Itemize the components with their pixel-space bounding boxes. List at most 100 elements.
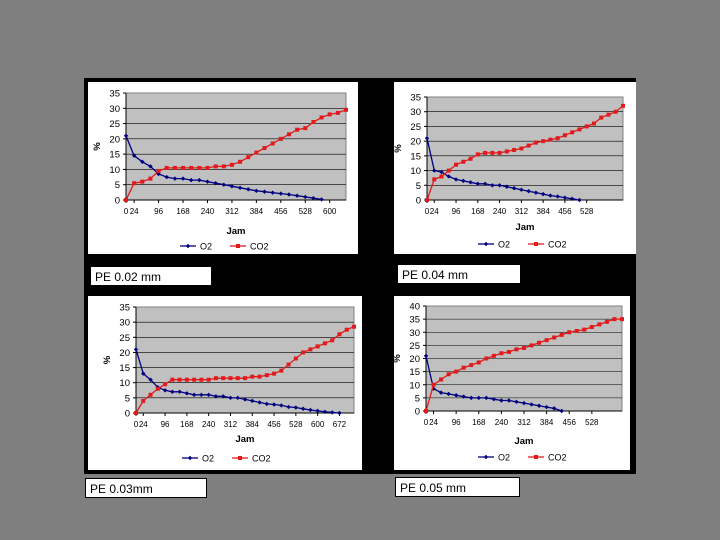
chart-1-legend-co2-label: CO2 xyxy=(250,242,269,252)
chart-3-o2-point xyxy=(228,395,233,401)
chart-1-x-tick-label: 312 xyxy=(225,207,239,216)
chart-4-y-tick-label: 15 xyxy=(409,367,420,378)
chart-1-co2-point xyxy=(262,146,267,151)
chart-3-y-tick-label: 15 xyxy=(119,363,130,374)
chart-1-x-tick-label: 96 xyxy=(154,207,163,216)
chart-2-co2-point xyxy=(591,121,596,126)
chart-1-y-tick-label: 5 xyxy=(115,180,120,191)
chart-1-o2-point xyxy=(172,176,178,181)
chart-1-x-tick-label: 168 xyxy=(176,207,190,216)
chart-4-legend-o2-label: O2 xyxy=(498,453,510,463)
chart-3-co2-point xyxy=(337,332,342,337)
chart-4-co2-point xyxy=(484,356,489,361)
chart-2-plot-area xyxy=(426,96,624,201)
chart-3-legend-co2-label: CO2 xyxy=(252,454,271,464)
chart-2-o2-point xyxy=(504,184,510,189)
chart-4-o2-point xyxy=(499,398,504,403)
chart-2-co2-point xyxy=(562,133,567,138)
chart-1-co2-point xyxy=(132,181,137,186)
chart-4-co2-point xyxy=(431,382,436,387)
chart-2-co2-point xyxy=(599,115,604,120)
chart-2-o2-point xyxy=(424,136,430,141)
chart-3-y-tick-label: 25 xyxy=(119,333,130,344)
chart-1-x-tick-label: 240 xyxy=(201,207,215,216)
chart-3-o2-point xyxy=(337,410,342,416)
chart-1-co2-point xyxy=(295,127,300,132)
chart-2-co2-point xyxy=(606,112,611,117)
chart-4-co2-point xyxy=(574,328,579,333)
chart-2-o2-point xyxy=(432,168,437,173)
chart-2-co2-point xyxy=(621,103,625,108)
chart-2-x-tick-label: 312 xyxy=(515,207,529,216)
chart-2-co2-point xyxy=(432,177,437,182)
chart-3-o2-point xyxy=(330,410,335,415)
chart-1-o2-point xyxy=(294,193,300,198)
chart-4-o2-point xyxy=(521,400,527,406)
chart-3-co2-point xyxy=(293,356,298,361)
chart-2-co2-point xyxy=(497,150,502,155)
chart-4-o2-point xyxy=(559,408,564,414)
chart-1-o2-point xyxy=(303,194,308,200)
chart-1-x-axis-title: Jam xyxy=(226,226,245,237)
chart-2-o2-point xyxy=(497,183,502,188)
chart-2-co2-point xyxy=(468,156,473,161)
chart-1-o2-point xyxy=(319,197,324,202)
chart-4-co2-point xyxy=(544,338,549,343)
chart-3-o2-point xyxy=(177,389,182,394)
chart-2-x-tick-label: 96 xyxy=(452,207,461,216)
chart-3-o2-point xyxy=(206,392,211,398)
chart-3-co2-point xyxy=(330,338,335,343)
chart-2-co2-point xyxy=(475,152,480,157)
chart-1-co2-point xyxy=(172,165,177,170)
chart-3-co2-point xyxy=(279,368,284,373)
chart-4-legend-co2-label: CO2 xyxy=(548,453,567,463)
chart-1-co2-series-line xyxy=(125,109,347,201)
chart-4-o2-point xyxy=(461,394,466,399)
chart-3-o2-point xyxy=(257,400,262,405)
chart-1-o2-point xyxy=(229,184,235,189)
chart-1-o2-point xyxy=(262,189,267,194)
chart-3-co2-point xyxy=(315,344,320,349)
chart-2-y-axis-title: % xyxy=(393,144,404,153)
chart-4-co2-point xyxy=(537,340,542,345)
chart-4-co2-point xyxy=(506,349,511,354)
chart-4-o2-point xyxy=(536,403,542,408)
chart-2-o2-point xyxy=(569,196,575,202)
chart-3-o2-point xyxy=(133,347,139,352)
chart-4-y-tick-label: 0 xyxy=(415,407,420,418)
chart-3-co2-point xyxy=(272,371,277,376)
chart-2-y-tick-label: 20 xyxy=(410,137,421,148)
chart-2-o2-point xyxy=(461,178,466,184)
chart-1-y-axis-title: % xyxy=(92,142,103,151)
chart-3-co2-point xyxy=(170,377,175,382)
chart-3-o2-point xyxy=(322,409,328,414)
chart-2-x-tick-label: 528 xyxy=(580,207,594,216)
chart-2-y-tick-label: 5 xyxy=(416,181,421,192)
chart-4-o2-point xyxy=(484,395,489,401)
chart-4-co2-point xyxy=(529,343,534,348)
chart-1-co2-point xyxy=(229,162,234,167)
chart-4-y-tick-label: 25 xyxy=(409,341,420,352)
chart-2-y-tick-label: 10 xyxy=(410,166,421,177)
chart-4-x-tick-label: 0 xyxy=(424,418,429,427)
chart-3-x-tick-label: 0 xyxy=(134,420,139,429)
chart-3-x-tick-label: 312 xyxy=(224,420,238,429)
chart-1-co2-point xyxy=(181,165,186,170)
chart-4-o2-point xyxy=(551,406,557,411)
chart-1-o2-point xyxy=(164,174,169,180)
chart-4-co2-point xyxy=(552,335,557,340)
chart-2-legend-o2-marker xyxy=(483,241,489,247)
chart-2-co2-point xyxy=(512,147,517,152)
pe-label-1: PE 0.02 mm xyxy=(90,266,212,286)
chart-2-o2-point xyxy=(519,187,524,192)
chart-1-co2-point xyxy=(197,165,202,170)
chart-3-legend-co2-marker xyxy=(238,456,242,460)
chart-4-co2-point xyxy=(514,347,519,352)
chart-2-legend-co2-label: CO2 xyxy=(548,240,567,250)
chart-4-co2-point xyxy=(439,377,444,382)
chart-4-co2-point xyxy=(461,365,466,370)
chart-3-co2-point xyxy=(344,327,349,332)
chart-2-x-tick-label: 24 xyxy=(430,207,439,216)
chart-1-co2-point xyxy=(148,176,153,181)
chart-1-x-tick-label: 24 xyxy=(130,207,139,216)
